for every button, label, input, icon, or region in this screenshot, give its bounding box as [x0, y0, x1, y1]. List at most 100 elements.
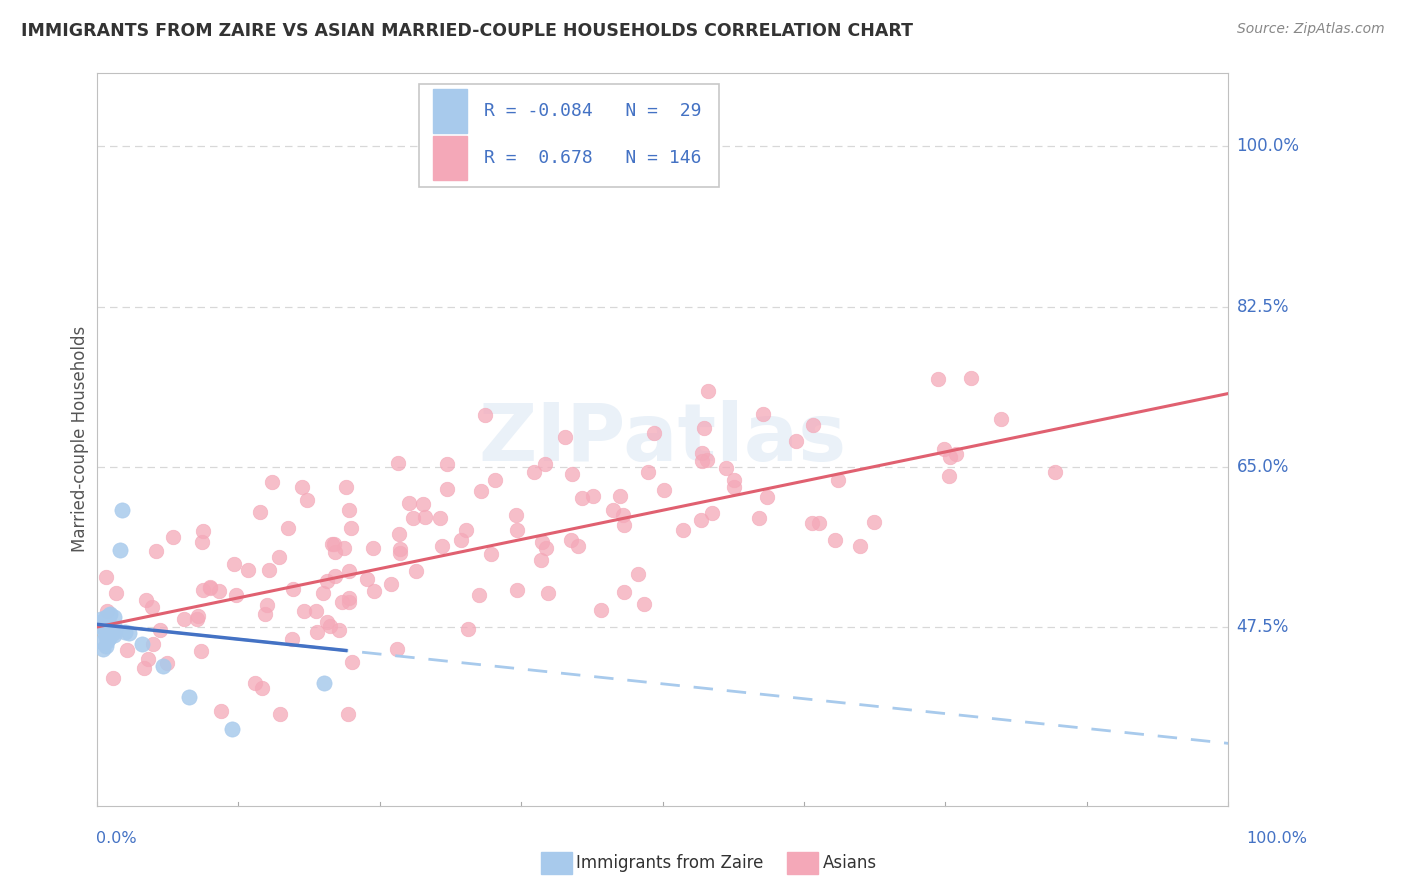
- Point: [337, 564, 360, 578]
- Point: [283, 582, 305, 597]
- Point: [412, 497, 434, 511]
- Point: [207, 584, 229, 599]
- Text: R = -0.084   N =  29: R = -0.084 N = 29: [484, 103, 702, 120]
- Text: ZIPatlas: ZIPatlas: [478, 401, 846, 478]
- Bar: [433, 136, 467, 180]
- Point: [693, 420, 716, 434]
- Point: [90, 615, 112, 629]
- Point: [222, 558, 245, 572]
- Point: [927, 372, 949, 386]
- Point: [505, 583, 527, 598]
- Point: [714, 461, 737, 475]
- Point: [436, 458, 458, 472]
- Text: R =  0.678   N = 146: R = 0.678 N = 146: [484, 149, 702, 168]
- Point: [179, 690, 201, 704]
- Point: [389, 546, 412, 560]
- Point: [94, 570, 117, 584]
- Point: [321, 537, 343, 551]
- Point: [149, 623, 172, 637]
- Point: [380, 576, 402, 591]
- Point: [1043, 466, 1066, 480]
- Point: [654, 483, 676, 498]
- Point: [98, 631, 121, 645]
- Point: [135, 592, 157, 607]
- Point: [505, 508, 527, 522]
- Point: [415, 509, 437, 524]
- Point: [591, 602, 613, 616]
- Text: 100.0%: 100.0%: [1237, 137, 1299, 155]
- Point: [103, 627, 125, 641]
- Point: [108, 543, 131, 558]
- Point: [190, 644, 212, 658]
- Point: [98, 607, 121, 621]
- Point: [323, 568, 346, 582]
- Point: [91, 641, 114, 656]
- Point: [260, 475, 283, 490]
- Point: [361, 541, 384, 556]
- Point: [484, 473, 506, 487]
- Point: [801, 418, 824, 433]
- Text: 47.5%: 47.5%: [1237, 618, 1289, 636]
- Point: [824, 533, 846, 547]
- Point: [755, 490, 778, 504]
- Point: [388, 527, 411, 541]
- Point: [582, 489, 605, 503]
- Point: [627, 567, 650, 582]
- Point: [387, 456, 409, 470]
- Point: [156, 657, 179, 671]
- Point: [398, 496, 420, 510]
- Point: [530, 552, 553, 566]
- Point: [333, 541, 356, 555]
- Y-axis label: Married-couple Households: Married-couple Households: [72, 326, 89, 552]
- Point: [363, 583, 385, 598]
- Point: [723, 473, 745, 487]
- Point: [402, 510, 425, 524]
- Point: [690, 445, 713, 459]
- Point: [696, 452, 718, 467]
- Point: [254, 607, 277, 621]
- Point: [337, 503, 360, 517]
- Point: [468, 588, 491, 602]
- Point: [304, 604, 326, 618]
- Point: [101, 625, 124, 640]
- Point: [340, 521, 363, 535]
- Point: [990, 412, 1012, 426]
- Point: [800, 516, 823, 530]
- Point: [252, 681, 274, 695]
- Point: [474, 409, 496, 423]
- Point: [191, 535, 214, 549]
- Point: [94, 629, 117, 643]
- Point: [152, 658, 174, 673]
- Text: Immigrants from Zaire: Immigrants from Zaire: [576, 855, 763, 872]
- Bar: [433, 89, 467, 133]
- Point: [609, 489, 631, 503]
- Text: 65.0%: 65.0%: [1237, 458, 1289, 475]
- Point: [111, 503, 134, 517]
- Point: [118, 626, 141, 640]
- Point: [114, 625, 136, 640]
- Text: Source: ZipAtlas.com: Source: ZipAtlas.com: [1237, 22, 1385, 37]
- Point: [429, 510, 451, 524]
- Point: [94, 610, 117, 624]
- Point: [602, 503, 624, 517]
- Point: [96, 624, 118, 638]
- Point: [534, 541, 557, 555]
- Point: [560, 533, 582, 548]
- Point: [506, 523, 529, 537]
- Point: [938, 469, 960, 483]
- Point: [571, 491, 593, 506]
- Point: [269, 707, 291, 722]
- Point: [436, 482, 458, 496]
- Point: [277, 520, 299, 534]
- Point: [90, 612, 112, 626]
- Point: [96, 639, 118, 653]
- Point: [292, 604, 315, 618]
- Point: [136, 652, 159, 666]
- Point: [523, 465, 546, 479]
- Point: [335, 480, 357, 494]
- Point: [312, 586, 335, 600]
- Point: [305, 624, 328, 639]
- Point: [479, 547, 502, 561]
- Text: 0.0%: 0.0%: [96, 831, 136, 847]
- Point: [322, 537, 344, 551]
